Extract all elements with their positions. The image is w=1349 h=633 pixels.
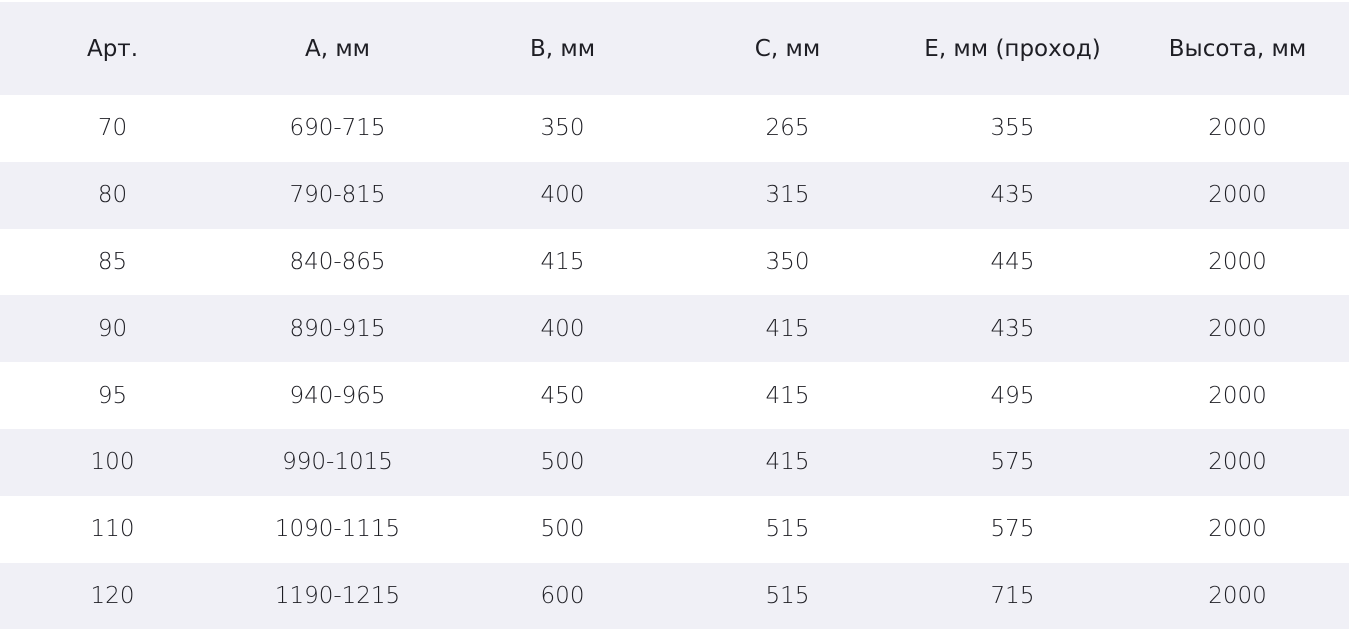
table-cell: 355 <box>990 115 1035 142</box>
table-cell: 450 <box>540 382 585 409</box>
table-cell: 2000 <box>1208 115 1267 142</box>
table-cell: 2000 <box>1125 295 1349 363</box>
table-cell: 2000 <box>1208 248 1267 275</box>
table-cell: 2000 <box>1125 161 1349 229</box>
table-cell: 495 <box>990 382 1035 409</box>
table-row: 85 840-865 415 350 445 2000 <box>0 229 1349 296</box>
header-row: Арт. А, мм В, мм С, мм Е, мм (проход) Высота,… <box>0 2 1349 95</box>
table-cell: 110 <box>90 516 135 543</box>
table-cell: 1090-1115 <box>274 516 401 543</box>
table-cell: 415 <box>675 295 900 363</box>
table-row: 70 690-715 350 265 355 2000 <box>0 95 1349 162</box>
table-cell: 990-1015 <box>225 428 450 496</box>
table-cell: 940-965 <box>289 382 386 409</box>
table-cell: 415 <box>540 248 585 275</box>
table-cell: 500 <box>540 516 585 543</box>
table-cell: 515 <box>765 516 810 543</box>
table-cell: 515 <box>675 562 900 630</box>
column-header: В, мм <box>450 2 675 95</box>
table-cell: 2000 <box>1208 382 1267 409</box>
table-cell: 840-865 <box>289 248 386 275</box>
table-cell: 90 <box>0 295 225 363</box>
table-cell: 690-715 <box>289 115 386 142</box>
table-cell: 85 <box>97 248 128 275</box>
table-cell: 715 <box>900 562 1125 630</box>
table-cell: 100 <box>0 428 225 496</box>
table-cell: 350 <box>765 248 810 275</box>
table-cell: 80 <box>0 161 225 229</box>
table-cell: 1190-1215 <box>225 562 450 630</box>
table-row: 110 1090-1115 500 515 575 2000 <box>0 496 1349 563</box>
table-cell: 435 <box>900 161 1125 229</box>
column-header: Е, мм (проход) <box>900 2 1125 95</box>
table-cell: 415 <box>675 428 900 496</box>
table-cell: 400 <box>450 295 675 363</box>
table-cell: 2000 <box>1125 562 1349 630</box>
table-cell: 435 <box>900 295 1125 363</box>
table-cell: 415 <box>765 382 810 409</box>
table-cell: 2000 <box>1208 516 1267 543</box>
table-row: 80 790-815 400 315 435 2000 <box>0 161 1349 229</box>
column-header: Арт. <box>0 2 225 95</box>
table-cell: 445 <box>990 248 1035 275</box>
column-header: Высота, мм <box>1125 2 1349 95</box>
table-cell: 600 <box>450 562 675 630</box>
table-cell: 265 <box>765 115 810 142</box>
table-cell: 890-915 <box>225 295 450 363</box>
table-cell: 2000 <box>1125 428 1349 496</box>
column-header: С, мм <box>675 2 900 95</box>
table-cell: 500 <box>450 428 675 496</box>
table-cell: 400 <box>450 161 675 229</box>
table-row: 95 940-965 450 415 495 2000 <box>0 362 1349 429</box>
table-row: 90 890-915 400 415 435 2000 <box>0 295 1349 363</box>
table-cell: 315 <box>675 161 900 229</box>
table-cell: 95 <box>97 382 128 409</box>
table-row: 120 1190-1215 600 515 715 2000 <box>0 562 1349 630</box>
table-cell: 350 <box>540 115 585 142</box>
table-cell: 120 <box>0 562 225 630</box>
table-cell: 575 <box>990 516 1035 543</box>
table-row: 100 990-1015 500 415 575 2000 <box>0 428 1349 496</box>
column-header: А, мм <box>225 2 450 95</box>
table-cell: 70 <box>97 115 128 142</box>
table-cell: 790-815 <box>225 161 450 229</box>
table-cell: 575 <box>900 428 1125 496</box>
